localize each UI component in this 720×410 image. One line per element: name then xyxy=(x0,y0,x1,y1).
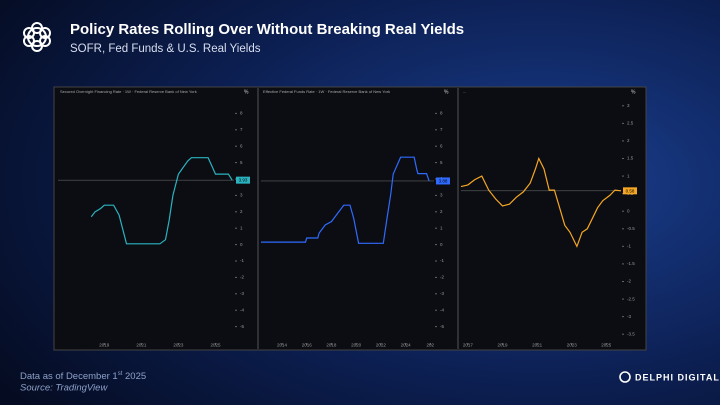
y-tick-label: 7 xyxy=(240,127,243,132)
y-tick-label: -0.5 xyxy=(627,226,635,231)
date-prefix: Data as of December 1 xyxy=(20,371,118,382)
y-tick-label: 6 xyxy=(440,143,443,148)
x-tick-label: 2021 xyxy=(532,343,543,348)
y-tick-label: 8 xyxy=(440,111,443,116)
title: Policy Rates Rolling Over Without Breaki… xyxy=(70,21,464,38)
y-tick-label: 3 xyxy=(440,193,443,198)
y-tick-label: 8 xyxy=(240,111,243,116)
unit-label: % xyxy=(244,89,249,95)
y-tick-label: 3 xyxy=(240,193,243,198)
x-tick-label: 2017 xyxy=(463,343,474,348)
x-tick-label: 2014 xyxy=(277,343,288,348)
x-tick-label: 2019 xyxy=(498,343,509,348)
last-value-tag xyxy=(236,176,250,184)
y-tick-label: 0 xyxy=(240,242,243,247)
y-tick-label: 2 xyxy=(240,209,243,214)
x-tick-label: 2025 xyxy=(210,343,221,348)
y-tick-label: -2 xyxy=(240,275,244,280)
date-suffix: st xyxy=(118,371,123,377)
last-value-tag xyxy=(623,187,637,195)
footer-source: Source: TradingView xyxy=(20,383,108,394)
y-tick-label: 1 xyxy=(240,225,243,230)
x-tick-label: 2021 xyxy=(136,343,147,348)
last-value-label: 3.93 xyxy=(239,178,248,183)
x-tick-label: 2023 xyxy=(173,343,184,348)
last-value-label: 3.88 xyxy=(439,178,448,183)
x-tick-label: 2018 xyxy=(326,343,337,348)
date-year: 2025 xyxy=(125,371,146,382)
y-tick-label: -3 xyxy=(440,291,444,296)
y-tick-label: -2 xyxy=(627,279,631,284)
unit-label: % xyxy=(631,89,636,95)
x-tick-label: 2022 xyxy=(376,343,387,348)
y-tick-label: -4 xyxy=(440,307,444,312)
last-value-tag xyxy=(436,177,450,185)
y-tick-label: 7 xyxy=(440,127,443,132)
x-tick-label: 2025 xyxy=(601,343,612,348)
y-tick-label: 5 xyxy=(240,160,243,165)
y-tick-label: 1 xyxy=(440,225,443,230)
panel-label: Secured Overnight Financing Rate · 1W · … xyxy=(60,89,197,94)
y-tick-label: -1.5 xyxy=(627,261,635,266)
panel-label: ... xyxy=(463,89,466,94)
y-tick-label: 1 xyxy=(627,173,630,178)
y-tick-label: 2.5 xyxy=(627,121,634,126)
subtitle: SOFR, Fed Funds & U.S. Real Yields xyxy=(70,43,261,55)
x-tick-label: 2019 xyxy=(99,343,110,348)
y-tick-label: 0 xyxy=(440,242,443,247)
y-tick-label: -1 xyxy=(627,244,631,249)
brand-icon xyxy=(619,371,631,383)
y-tick-label: -1 xyxy=(440,258,444,263)
last-value-label: 0.58 xyxy=(626,188,635,193)
x-tick-label: 2020 xyxy=(351,343,362,348)
y-tick-label: -3 xyxy=(240,291,244,296)
y-tick-label: -2 xyxy=(440,275,444,280)
y-tick-label: 1.5 xyxy=(627,156,634,161)
footer-date: Data as of December 1st 2025 xyxy=(20,371,146,382)
y-tick-label: 2 xyxy=(440,209,443,214)
panel-label: Effective Federal Funds Rate · 1W · Fede… xyxy=(263,89,390,94)
x-tick-label: 2024 xyxy=(401,343,412,348)
y-tick-label: 3 xyxy=(627,103,630,108)
y-tick-label: 6 xyxy=(240,143,243,148)
y-tick-label: -5 xyxy=(440,324,444,329)
y-tick-label: -5 xyxy=(240,324,244,329)
y-tick-label: 0 xyxy=(627,208,630,213)
brand: DELPHI DIGITAL xyxy=(635,372,720,382)
y-tick-label: 2 xyxy=(627,138,630,143)
x-tick-label: 202 xyxy=(427,343,435,348)
x-tick-label: 2016 xyxy=(302,343,313,348)
y-tick-label: -3 xyxy=(627,314,631,319)
logo xyxy=(23,22,51,52)
line xyxy=(261,156,430,244)
y-tick-label: -3.5 xyxy=(627,331,635,336)
y-tick-label: -2.5 xyxy=(627,296,635,301)
chart-frame xyxy=(53,86,647,351)
y-tick-label: -4 xyxy=(240,307,244,312)
y-tick-label: 5 xyxy=(440,160,443,165)
unit-label: % xyxy=(444,89,449,95)
line xyxy=(460,156,622,248)
x-tick-label: 2023 xyxy=(567,343,578,348)
y-tick-label: -1 xyxy=(240,258,244,263)
line xyxy=(90,157,233,245)
